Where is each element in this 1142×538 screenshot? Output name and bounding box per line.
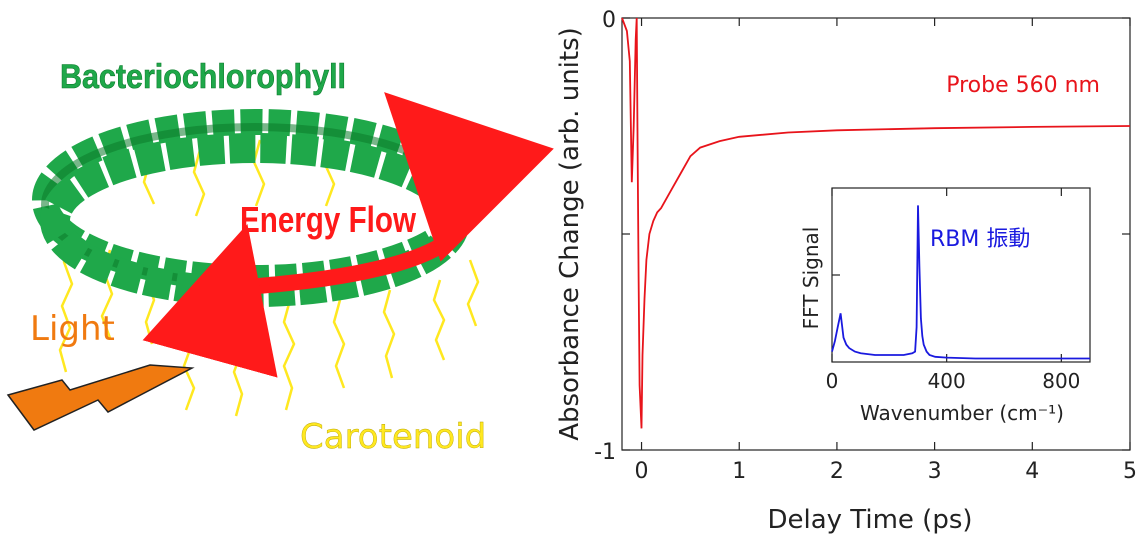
- carotenoid-label: Carotenoid: [300, 417, 486, 457]
- carotenoid-chain: [232, 304, 244, 417]
- carotenoid-chain: [432, 279, 446, 361]
- main-y-axis-label: Absorbance Change (arb. units): [555, 27, 585, 441]
- light-label: Light: [30, 309, 115, 349]
- fft-inset-chart: RBM 振動 Wavenumber (cm⁻¹) FFT Signal 0 400…: [799, 187, 1091, 425]
- x-tick-label: 800: [1042, 369, 1080, 393]
- inset-series-line: [831, 205, 1090, 360]
- probe-annotation: Probe 560 nm: [946, 73, 1100, 98]
- inset-y-axis-label: FFT Signal: [799, 227, 823, 330]
- main-x-axis-label: Delay Time (ps): [767, 505, 972, 535]
- bacteriochlorophyll-label: Bacteriochlorophyll: [60, 58, 346, 96]
- light-harvesting-diagram: Bacteriochlorophyll Energy Flow Light Ca…: [6, 58, 554, 457]
- x-tick-label: 4: [1025, 459, 1039, 484]
- carotenoid-chain: [466, 259, 480, 327]
- inset-plot-frame: [831, 187, 1091, 363]
- x-tick-label: 2: [830, 459, 844, 484]
- carotenoid-chain: [58, 239, 74, 373]
- carotenoid-chain: [382, 289, 396, 379]
- main-tick-labels: 0 1 2 3 4 5 -1 0: [594, 8, 1137, 484]
- x-tick-label: 0: [635, 459, 649, 484]
- carotenoid-chain: [282, 299, 296, 411]
- carotenoid-chain: [332, 299, 346, 389]
- x-tick-label: 1: [732, 459, 746, 484]
- carotenoid-chain: [182, 299, 196, 411]
- energy-flow-arrow: [231, 92, 554, 296]
- x-tick-label: 3: [928, 459, 942, 484]
- x-tick-label: 400: [928, 369, 966, 393]
- carotenoid-chain: [252, 139, 266, 207]
- y-tick-label: -1: [594, 440, 616, 465]
- main-ticks: [622, 17, 1131, 451]
- main-series-line: [621, 17, 1131, 429]
- y-tick-label: 0: [602, 8, 616, 33]
- inset-x-axis-label: Wavenumber (cm⁻¹): [860, 401, 1064, 425]
- energy-flow-label: Energy Flow: [240, 199, 417, 240]
- x-tick-label: 5: [1123, 459, 1137, 484]
- carotenoid-chain: [192, 149, 206, 217]
- inset-tick-labels: 0 400 800: [826, 369, 1081, 393]
- x-tick-label: 0: [826, 369, 839, 393]
- light-input-arrow: [142, 224, 278, 378]
- absorbance-chart: Probe 560 nm Delay Time (ps) Absorbance …: [555, 8, 1137, 535]
- lightning-bolt-icon: [6, 364, 195, 431]
- rbm-annotation: RBM 振動: [930, 227, 1030, 252]
